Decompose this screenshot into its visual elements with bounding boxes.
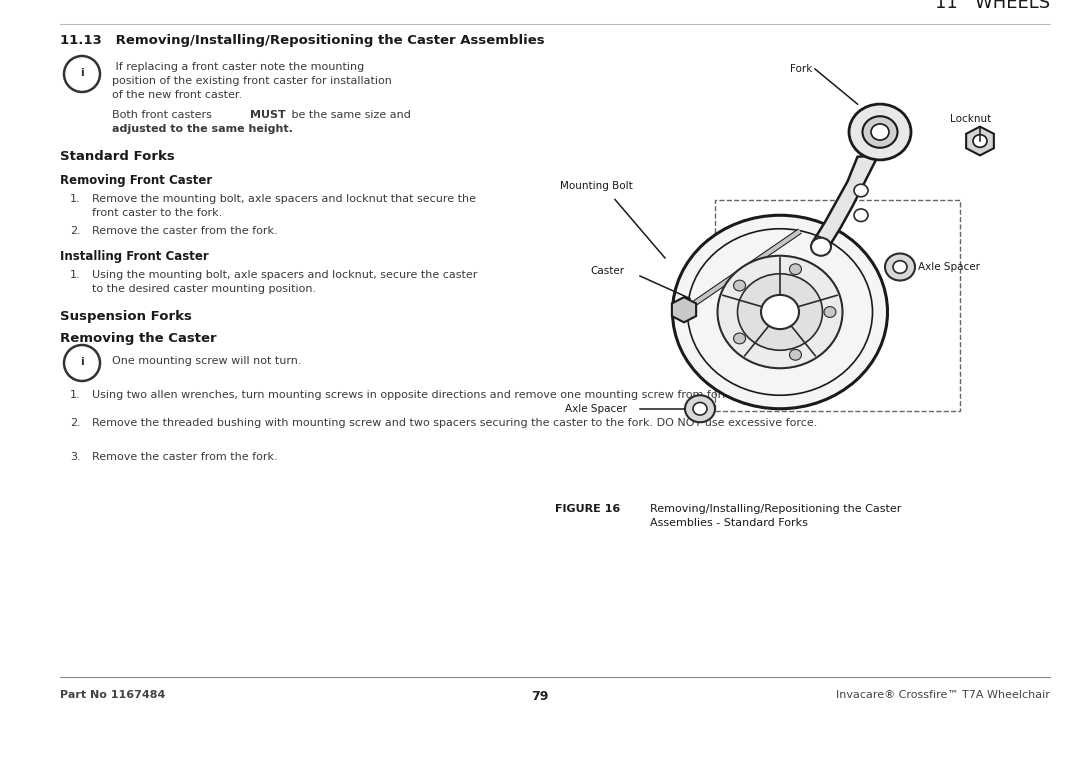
Text: Removing the Caster: Removing the Caster <box>60 332 217 345</box>
Text: One mounting screw will not turn.: One mounting screw will not turn. <box>112 356 301 366</box>
Text: of the new front caster.: of the new front caster. <box>112 90 242 100</box>
Text: Both front casters: Both front casters <box>112 110 215 120</box>
Text: Standard Forks: Standard Forks <box>60 150 175 163</box>
Circle shape <box>738 274 823 351</box>
Circle shape <box>811 238 831 256</box>
Text: 1.: 1. <box>70 194 81 204</box>
Text: Remove the caster from the fork.: Remove the caster from the fork. <box>92 452 278 462</box>
Circle shape <box>693 402 707 415</box>
Text: front caster to the fork.: front caster to the fork. <box>92 208 222 218</box>
Text: i: i <box>80 68 84 78</box>
Text: Axle Spacer: Axle Spacer <box>918 262 980 272</box>
Text: Removing Front Caster: Removing Front Caster <box>60 174 213 187</box>
Text: Using the mounting bolt, axle spacers and locknut, secure the caster: Using the mounting bolt, axle spacers an… <box>92 270 477 280</box>
Text: 2.: 2. <box>70 226 81 236</box>
Circle shape <box>733 280 745 291</box>
Text: Caster: Caster <box>590 267 624 277</box>
Text: If replacing a front caster note the mounting: If replacing a front caster note the mou… <box>112 62 364 72</box>
Circle shape <box>849 104 912 160</box>
Circle shape <box>717 256 842 368</box>
Circle shape <box>973 135 987 147</box>
Text: Mounting Bolt: Mounting Bolt <box>561 181 633 191</box>
Text: 1.: 1. <box>70 270 81 280</box>
Text: MUST: MUST <box>249 110 286 120</box>
Circle shape <box>733 333 745 344</box>
Polygon shape <box>672 297 697 322</box>
Text: adjusted to the same height.: adjusted to the same height. <box>112 124 293 134</box>
Text: position of the existing front caster for installation: position of the existing front caster fo… <box>112 76 392 86</box>
Circle shape <box>789 264 801 274</box>
Polygon shape <box>967 126 994 155</box>
Circle shape <box>863 117 897 148</box>
Circle shape <box>685 395 715 422</box>
Text: Suspension Forks: Suspension Forks <box>60 310 192 323</box>
Text: FIGURE 16: FIGURE 16 <box>555 504 620 514</box>
Circle shape <box>893 261 907 274</box>
Text: Assemblies - Standard Forks: Assemblies - Standard Forks <box>650 518 808 528</box>
Text: i: i <box>80 357 84 367</box>
Text: 79: 79 <box>531 690 549 703</box>
Text: 11   WHEELS: 11 WHEELS <box>935 0 1050 12</box>
Text: be the same size and: be the same size and <box>288 110 410 120</box>
Circle shape <box>854 209 868 222</box>
Polygon shape <box>812 155 888 254</box>
Text: to the desired caster mounting position.: to the desired caster mounting position. <box>92 284 316 294</box>
Text: 3.: 3. <box>70 452 81 462</box>
Text: Part No 1167484: Part No 1167484 <box>60 690 165 700</box>
Text: Locknut: Locknut <box>950 114 991 123</box>
Text: Fork: Fork <box>789 64 812 74</box>
Text: Removing/Installing/Repositioning the Caster: Removing/Installing/Repositioning the Ca… <box>650 504 902 514</box>
Circle shape <box>885 254 915 280</box>
Circle shape <box>673 215 888 408</box>
Text: Axle Spacer: Axle Spacer <box>565 404 627 414</box>
Text: Using two allen wrenches, turn mounting screws in opposite directions and remove: Using two allen wrenches, turn mounting … <box>92 390 732 400</box>
Circle shape <box>761 295 799 329</box>
Text: 11.13   Removing/Installing/Repositioning the Caster Assemblies: 11.13 Removing/Installing/Repositioning … <box>60 34 544 47</box>
Circle shape <box>824 306 836 318</box>
Text: 1.: 1. <box>70 390 81 400</box>
Text: Remove the threaded bushing with mounting screw and two spacers securing the cas: Remove the threaded bushing with mountin… <box>92 418 818 428</box>
Text: Remove the caster from the fork.: Remove the caster from the fork. <box>92 226 278 236</box>
Circle shape <box>870 124 889 140</box>
Text: Remove the mounting bolt, axle spacers and locknut that secure the: Remove the mounting bolt, axle spacers a… <box>92 194 476 204</box>
Text: Installing Front Caster: Installing Front Caster <box>60 250 208 263</box>
Circle shape <box>789 350 801 360</box>
Text: 2.: 2. <box>70 418 81 428</box>
Circle shape <box>854 184 868 197</box>
Text: Invacare® Crossfire™ T7A Wheelchair: Invacare® Crossfire™ T7A Wheelchair <box>836 690 1050 700</box>
